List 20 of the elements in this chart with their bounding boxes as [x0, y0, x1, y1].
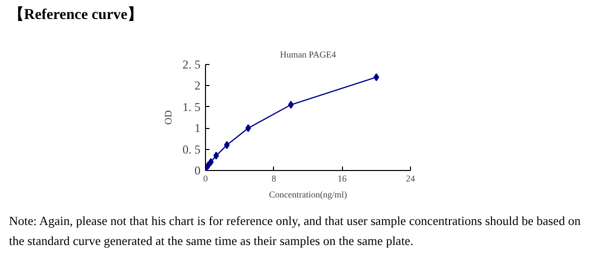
x-tick-label: 16 — [338, 174, 348, 184]
point — [245, 124, 252, 132]
x-tick-label: 0 — [203, 174, 208, 184]
x-tick-label: 8 — [272, 174, 277, 184]
point — [374, 73, 380, 82]
y-tick-label: 2 — [194, 78, 200, 93]
point — [224, 141, 230, 150]
y-axis-title: OD — [164, 110, 174, 125]
y-tick-label: 0. 5 — [182, 142, 200, 156]
point — [208, 158, 214, 166]
x-tick-label: 24 — [406, 174, 416, 184]
y-tick-label: 1. 5 — [182, 100, 200, 114]
point — [288, 100, 294, 109]
point — [213, 152, 220, 160]
x-axis-title: Concentration(ng/ml) — [269, 190, 347, 200]
chart-title: Human PAGE4 — [280, 50, 336, 60]
text: 【Reference curve】 — [9, 5, 142, 25]
y-tick-label: 1 — [194, 121, 200, 136]
text: Note: Again, please not that his chart is for reference only, and that user sample concentrations should be based on the standard curve generated at the same time as their samples on the same plate. — [9, 213, 582, 250]
y-tick-label: 2. 5 — [182, 58, 200, 72]
